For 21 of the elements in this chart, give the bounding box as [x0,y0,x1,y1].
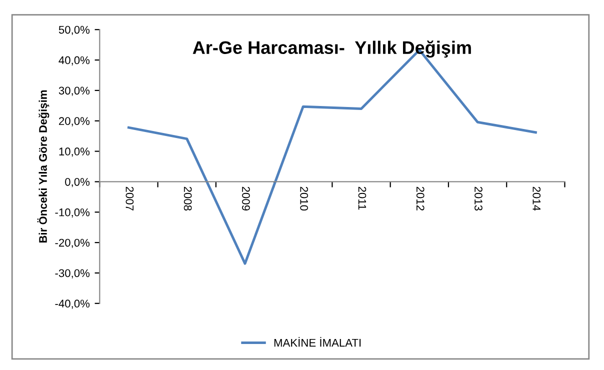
y-tick-label: 20,0% [58,117,90,126]
y-tick-label: 50,0% [58,26,90,36]
y-tick-label: -30,0% [55,269,90,278]
y-tick-label: 10,0% [59,148,90,157]
x-tick-label: 2012 [416,186,424,210]
x-tick-label: 2010 [300,186,308,211]
x-tick-label: 2013 [474,186,482,211]
legend-label: MAKİNE İMALATI [274,336,361,347]
x-tick-label: 2008 [184,186,192,211]
y-tick-label: -20,0% [55,238,90,248]
y-tick-label: 30,0% [58,86,90,96]
y-tick-label: -10,0% [55,208,90,218]
y-axis-title: Bir Önceki Yıla Göre Değişim [37,90,50,243]
x-tick-label: 2011 [358,186,366,210]
x-tick-label: 2009 [242,186,250,210]
x-tick-label: 2014 [532,186,541,211]
y-tick-label: 0,0% [65,178,90,188]
x-tick-label: 2007 [126,186,134,210]
y-tick-label: 40,0% [58,56,90,66]
y-tick-label: -40,0% [55,300,90,309]
text: Ar-Ge Harcaması- Yıllık Değişim [192,40,471,58]
